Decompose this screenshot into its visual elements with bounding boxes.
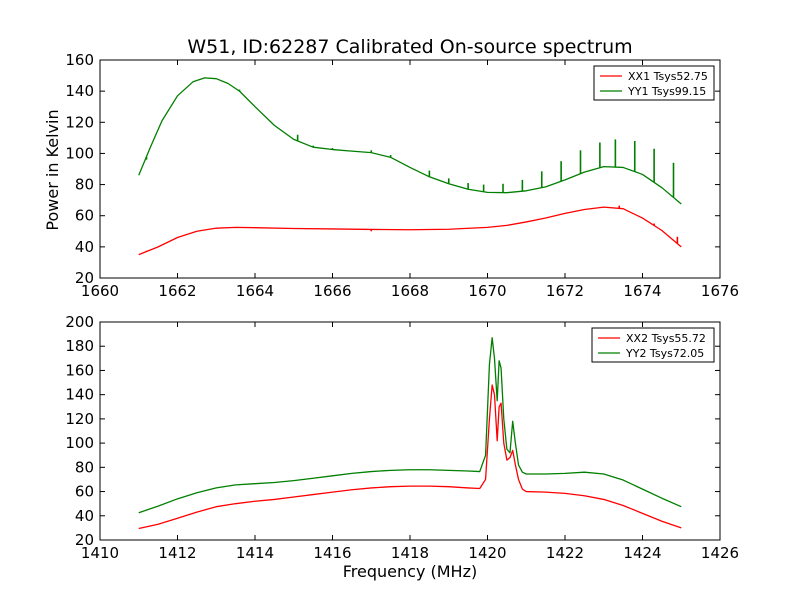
y-tick-label: 200 [65, 313, 94, 331]
series-line-1-1 [138, 206, 682, 256]
legend: XX2 Tsys55.72 YY2 Tsys72.05 [591, 327, 715, 363]
x-tick-label: 1412 [158, 544, 196, 562]
x-tick-label: 1666 [313, 282, 351, 300]
x-tick-label: 1414 [236, 544, 274, 562]
y-tick-label: 60 [75, 207, 94, 225]
x-tick-label: 1674 [623, 282, 661, 300]
chart-panels: 1660 1662 1664 1666 1668 1670 1672 1674 1676 20 40… [65, 51, 739, 562]
x-tick-label: 1662 [158, 282, 196, 300]
y-tick-label: 40 [75, 238, 94, 256]
x-axis-label: Frequency (MHz) [343, 562, 477, 581]
y-tick-label: 140 [65, 386, 94, 404]
series-line-2-1 [138, 384, 682, 530]
x-tick-label: 1676 [701, 282, 739, 300]
legend-label: XX1 Tsys52.75 [628, 70, 708, 83]
y-tick-label: 120 [65, 410, 94, 428]
legend-label: YY1 Tsys99.15 [627, 85, 706, 98]
x-tick-label: 1660 [81, 282, 119, 300]
y-tick-label: 100 [65, 434, 94, 452]
x-tick-label: 1416 [313, 544, 351, 562]
legend-box [591, 327, 715, 363]
y-tick-label: 140 [65, 82, 94, 100]
y-tick-label: 20 [75, 531, 94, 549]
legend-label: YY2 Tsys72.05 [625, 347, 704, 360]
y-tick-label: 180 [65, 337, 94, 355]
x-tick-label: 1426 [701, 544, 739, 562]
y-tick-label: 100 [65, 144, 94, 162]
y-tick-label: 160 [65, 51, 94, 69]
x-tick-label: 1664 [236, 282, 274, 300]
y-tick-label: 40 [75, 507, 94, 525]
x-tick-label: 1672 [546, 282, 584, 300]
y-tick-label: 20 [75, 269, 94, 287]
y-tick-label: 160 [65, 361, 94, 379]
chart-title: W51, ID:62287 Calibrated On-source spect… [187, 36, 632, 58]
x-tick-label: 1422 [546, 544, 584, 562]
y-tick-label: 80 [75, 458, 94, 476]
panel-2: 1410 1412 1414 1416 1418 1420 1422 1424 1426 20 40… [65, 313, 739, 562]
x-tick-label: 1418 [391, 544, 429, 562]
x-tick-label: 1668 [391, 282, 429, 300]
y-tick-label: 120 [65, 113, 94, 131]
y-axis-label: Power in Kelvin [43, 109, 62, 230]
series-line-2-2 [138, 337, 682, 514]
y-tick-label: 80 [75, 176, 94, 194]
panel-1: 1660 1662 1664 1666 1668 1670 1672 1674 1676 20 40… [65, 51, 739, 300]
x-tick-label: 1424 [623, 544, 661, 562]
x-tick-label: 1670 [468, 282, 506, 300]
x-tick-label: 1420 [468, 544, 506, 562]
legend-box [593, 65, 715, 101]
legend: XX1 Tsys52.75 YY1 Tsys99.15 [593, 65, 715, 101]
x-tick-label: 1410 [81, 544, 119, 562]
y-tick-label: 60 [75, 483, 94, 501]
legend-label: XX2 Tsys55.72 [626, 332, 706, 345]
